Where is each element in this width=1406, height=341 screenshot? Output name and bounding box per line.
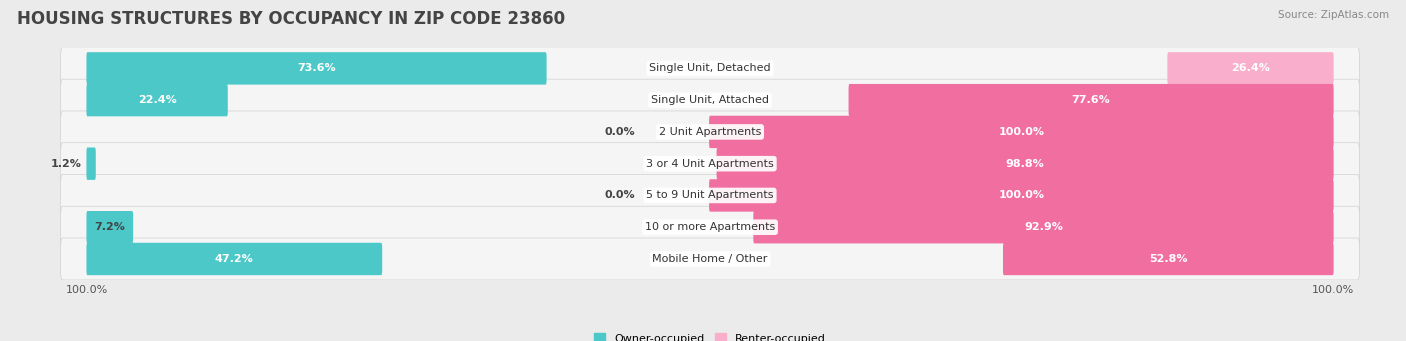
Text: 0.0%: 0.0% [605,127,636,137]
Text: 2 Unit Apartments: 2 Unit Apartments [659,127,761,137]
FancyBboxPatch shape [60,175,1360,217]
FancyBboxPatch shape [86,211,134,243]
Text: 100.0%: 100.0% [998,190,1045,201]
FancyBboxPatch shape [1167,52,1334,85]
FancyBboxPatch shape [86,243,382,275]
Text: HOUSING STRUCTURES BY OCCUPANCY IN ZIP CODE 23860: HOUSING STRUCTURES BY OCCUPANCY IN ZIP C… [17,10,565,28]
FancyBboxPatch shape [86,84,228,116]
Text: 7.2%: 7.2% [94,222,125,232]
FancyBboxPatch shape [86,52,547,85]
FancyBboxPatch shape [86,147,96,180]
Text: 92.9%: 92.9% [1024,222,1063,232]
Text: 98.8%: 98.8% [1005,159,1045,169]
Text: 3 or 4 Unit Apartments: 3 or 4 Unit Apartments [647,159,773,169]
Text: 100.0%: 100.0% [998,127,1045,137]
FancyBboxPatch shape [60,143,1360,184]
Text: 26.4%: 26.4% [1232,63,1270,73]
FancyBboxPatch shape [709,116,1334,148]
Text: 22.4%: 22.4% [138,95,177,105]
FancyBboxPatch shape [60,206,1360,248]
Text: 10 or more Apartments: 10 or more Apartments [645,222,775,232]
Text: 1.2%: 1.2% [51,159,82,169]
Text: 73.6%: 73.6% [297,63,336,73]
FancyBboxPatch shape [60,79,1360,121]
Text: Single Unit, Detached: Single Unit, Detached [650,63,770,73]
Text: 5 to 9 Unit Apartments: 5 to 9 Unit Apartments [647,190,773,201]
FancyBboxPatch shape [60,47,1360,89]
Text: Single Unit, Attached: Single Unit, Attached [651,95,769,105]
Text: 77.6%: 77.6% [1071,95,1111,105]
FancyBboxPatch shape [709,179,1334,212]
FancyBboxPatch shape [754,211,1334,243]
FancyBboxPatch shape [1002,243,1334,275]
Text: 0.0%: 0.0% [605,190,636,201]
FancyBboxPatch shape [849,84,1334,116]
FancyBboxPatch shape [717,147,1334,180]
FancyBboxPatch shape [60,238,1360,280]
FancyBboxPatch shape [60,111,1360,153]
Text: 52.8%: 52.8% [1149,254,1188,264]
Text: 47.2%: 47.2% [215,254,253,264]
Text: Source: ZipAtlas.com: Source: ZipAtlas.com [1278,10,1389,20]
Text: Mobile Home / Other: Mobile Home / Other [652,254,768,264]
Legend: Owner-occupied, Renter-occupied: Owner-occupied, Renter-occupied [589,329,831,341]
